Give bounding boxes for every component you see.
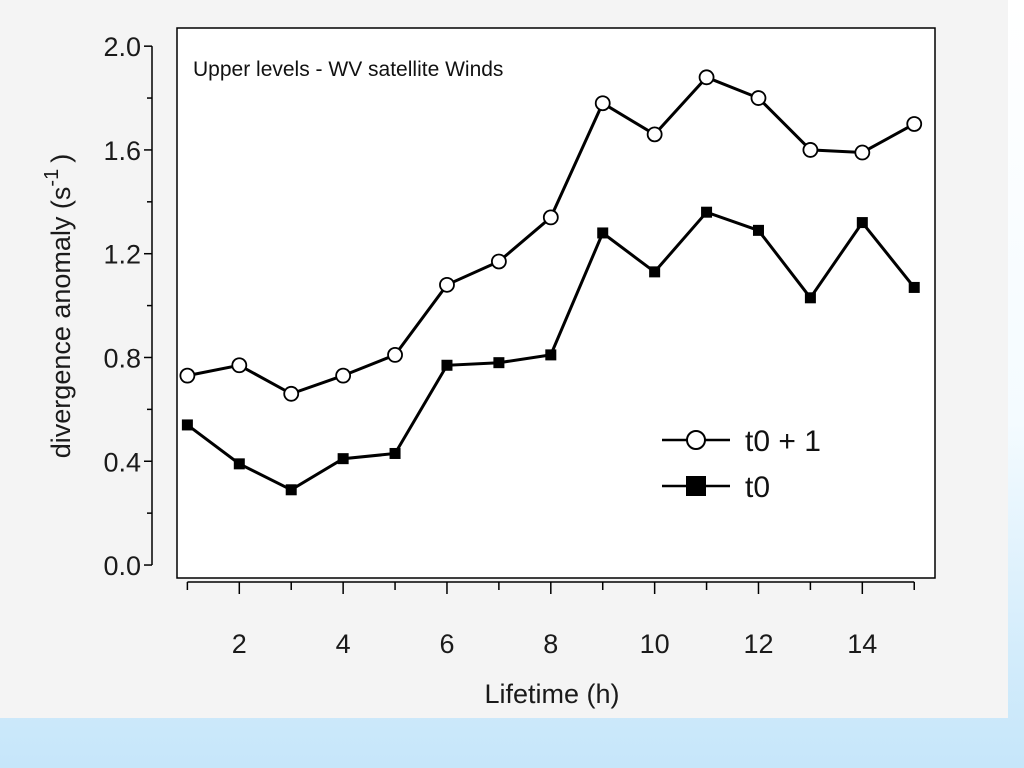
legend-label-t0-plus-1: t0 + 1 bbox=[745, 425, 821, 458]
data-point-t0-1 bbox=[231, 357, 248, 374]
data-point-t0-1 bbox=[594, 95, 611, 112]
x-tick-label: 6 bbox=[439, 629, 454, 659]
data-point-t0-1 bbox=[698, 69, 715, 86]
data-point-t0-1 bbox=[542, 209, 559, 226]
data-point-t0 bbox=[908, 281, 920, 293]
y-axis-title-close: ) bbox=[46, 154, 76, 163]
legend-marker-filled-square bbox=[686, 476, 706, 496]
data-point-t0-1 bbox=[906, 116, 923, 132]
y-axis-title: divergence anomaly (s-1) bbox=[41, 154, 76, 458]
series-t0-1 bbox=[179, 69, 923, 402]
data-point-t0-1 bbox=[802, 142, 819, 158]
x-tick-label: 8 bbox=[543, 629, 558, 659]
y-axis-title-superscript: -1 bbox=[41, 169, 63, 187]
y-axis: 0.0 0.4 0.8 1.2 1.6 2.0 bbox=[103, 32, 153, 581]
data-point-t0-1 bbox=[335, 367, 352, 384]
data-point-t0-1 bbox=[283, 385, 300, 402]
data-point-t0 bbox=[493, 357, 505, 369]
y-tick-label: 0.4 bbox=[103, 447, 141, 477]
data-point-t0 bbox=[181, 419, 193, 431]
x-tick-label: 4 bbox=[336, 629, 351, 659]
legend-marker-open-circle bbox=[686, 430, 706, 450]
y-tick-label: 2.0 bbox=[103, 32, 141, 62]
data-point-t0-1 bbox=[490, 253, 507, 270]
chart-annotation: Upper levels - WV satellite Winds bbox=[193, 58, 503, 81]
data-point-t0 bbox=[337, 453, 349, 465]
data-point-t0-1 bbox=[750, 90, 767, 106]
data-point-t0-1 bbox=[387, 346, 403, 363]
x-axis: 2 4 6 8 10 12 14 bbox=[186, 581, 915, 659]
y-tick-label: 0.8 bbox=[103, 343, 141, 373]
data-point-t0 bbox=[233, 458, 245, 470]
series-t0 bbox=[181, 206, 920, 496]
plot-frame bbox=[176, 27, 936, 579]
data-point-t0 bbox=[441, 359, 453, 371]
x-axis-title: Lifetime (h) bbox=[484, 679, 619, 709]
data-point-t0-1 bbox=[854, 144, 871, 161]
data-point-t0 bbox=[649, 266, 661, 278]
data-point-t0 bbox=[545, 349, 557, 361]
legend: t0 + 1 t0 bbox=[662, 425, 821, 504]
y-tick-label: 0.0 bbox=[103, 551, 141, 581]
x-tick-label: 14 bbox=[847, 629, 877, 659]
data-point-t0 bbox=[804, 292, 816, 304]
y-tick-label: 1.6 bbox=[103, 136, 141, 166]
data-point-t0-1 bbox=[439, 276, 455, 293]
y-axis-title-main: divergence anomaly (s bbox=[46, 187, 76, 459]
x-tick-label: 10 bbox=[640, 629, 670, 659]
x-tick-label: 12 bbox=[743, 629, 773, 659]
data-point-t0 bbox=[389, 447, 401, 459]
x-tick-label: 2 bbox=[232, 629, 247, 659]
series-layer bbox=[179, 69, 923, 496]
y-tick-label: 1.2 bbox=[103, 240, 141, 270]
data-point-t0 bbox=[701, 206, 713, 218]
data-point-t0 bbox=[285, 484, 297, 496]
legend-label-t0: t0 bbox=[745, 471, 770, 504]
data-point-t0 bbox=[752, 224, 764, 236]
data-point-t0 bbox=[597, 227, 609, 239]
data-point-t0-1 bbox=[646, 126, 663, 143]
data-point-t0 bbox=[856, 217, 868, 229]
data-point-t0-1 bbox=[179, 367, 196, 384]
